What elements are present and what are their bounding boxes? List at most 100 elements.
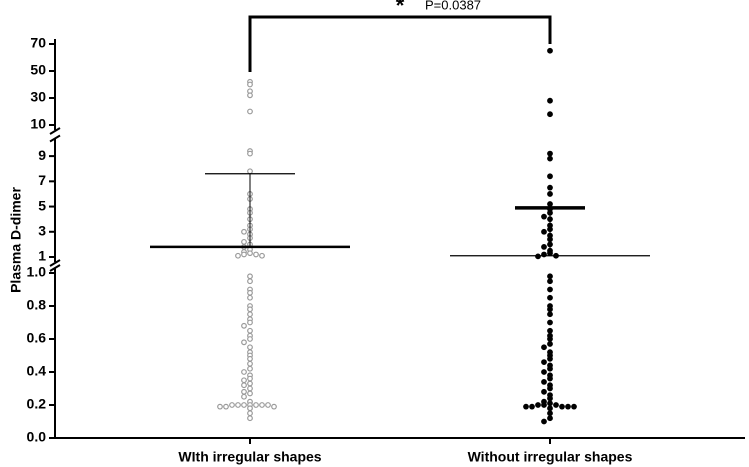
data-point [535, 402, 541, 408]
y-tick-label: 1 [38, 248, 46, 264]
data-point [247, 405, 253, 412]
y-tick-label: 0.4 [27, 363, 47, 379]
axis-break [49, 134, 61, 143]
data-point [247, 380, 253, 387]
data-point [247, 108, 253, 115]
data-point [241, 251, 247, 258]
axis-break [49, 259, 61, 267]
data-point [547, 111, 553, 118]
y-tick-label: 1.0 [27, 264, 47, 280]
data-point [547, 365, 553, 372]
data-point [529, 403, 535, 410]
data-point [565, 403, 571, 410]
data-point [547, 191, 553, 197]
data-point [253, 402, 259, 408]
y-tick-label: 30 [30, 89, 46, 105]
y-tick-label: 3 [38, 222, 46, 238]
data-point [241, 339, 247, 346]
data-point [241, 238, 247, 245]
data-point [247, 415, 253, 422]
data-point [541, 344, 547, 351]
data-point [235, 402, 241, 408]
y-tick-label: 0.8 [27, 297, 47, 313]
data-point [217, 403, 223, 410]
data-point [241, 382, 247, 389]
data-point [547, 286, 553, 293]
data-point [547, 385, 553, 392]
data-point [547, 201, 553, 207]
axis-break [49, 264, 61, 272]
data-point [547, 294, 553, 301]
data-point [247, 344, 253, 351]
data-point [229, 402, 235, 408]
y-axis-label: Plasma D-dimer [8, 187, 24, 293]
data-point [265, 402, 271, 408]
data-point [247, 327, 253, 334]
significance-star: * [396, 0, 405, 18]
data-point [247, 336, 253, 342]
data-point [247, 273, 253, 280]
data-point [223, 403, 229, 410]
y-tick-label: 0.0 [27, 429, 47, 445]
data-point [547, 273, 553, 280]
data-point [247, 294, 253, 301]
x-tick-label: WIth irregular shapes [178, 449, 321, 465]
data-point [547, 336, 553, 342]
data-point [241, 377, 247, 384]
data-point [547, 184, 553, 191]
y-tick-label: 9 [38, 147, 46, 163]
data-point [547, 405, 553, 412]
data-point [259, 252, 265, 259]
data-point [541, 359, 547, 366]
data-point [241, 388, 247, 395]
data-point [241, 228, 247, 235]
data-point [541, 379, 547, 385]
data-point [523, 403, 529, 410]
y-tick-label: 50 [30, 62, 46, 78]
data-point [259, 402, 265, 408]
data-point [235, 252, 241, 259]
data-point [247, 168, 253, 175]
data-point [247, 365, 253, 372]
data-point [541, 418, 547, 425]
y-tick-label: 70 [30, 35, 46, 51]
data-point [547, 410, 553, 417]
data-point [241, 402, 247, 408]
data-point [547, 306, 553, 313]
data-point [247, 355, 253, 362]
data-point [247, 375, 253, 382]
data-point [541, 369, 547, 375]
data-point [253, 251, 259, 258]
p-value: P=0.0387 [425, 0, 481, 12]
data-point [547, 375, 553, 382]
data-point [247, 289, 253, 296]
y-tick-label: 0.2 [27, 396, 47, 412]
data-point [535, 253, 541, 260]
data-point [247, 311, 253, 318]
data-point [541, 388, 547, 395]
data-point [547, 47, 553, 54]
data-point [247, 360, 253, 367]
data-point [247, 150, 253, 157]
data-point [547, 278, 553, 285]
x-tick-label: Without irregular shapes [468, 449, 633, 465]
data-point [247, 390, 253, 397]
data-point [541, 244, 547, 250]
y-tick-label: 0.6 [27, 330, 47, 346]
data-point [547, 319, 553, 326]
data-point [247, 306, 253, 313]
data-point [247, 81, 253, 88]
data-point [247, 319, 253, 326]
data-point [541, 402, 547, 408]
data-point [247, 410, 253, 417]
data-point [241, 322, 247, 329]
data-point [241, 369, 247, 375]
data-point [553, 402, 559, 408]
data-point [247, 278, 253, 285]
data-point [541, 213, 547, 220]
data-point [547, 415, 553, 422]
data-point [547, 311, 553, 318]
data-point [547, 173, 553, 180]
data-point [541, 228, 547, 235]
